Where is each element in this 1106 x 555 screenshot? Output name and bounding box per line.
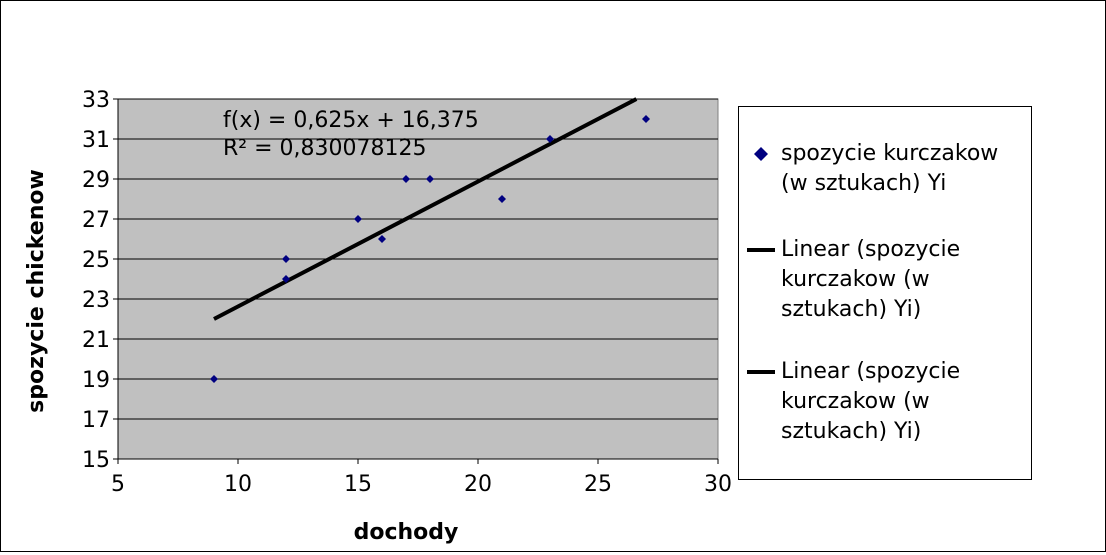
x-tick-label: 30	[704, 472, 732, 497]
line-marker-icon	[747, 248, 775, 252]
data-point	[282, 255, 290, 263]
legend-label: Linear (spozycie kurczakow (w sztukach) …	[781, 237, 961, 322]
y-tick-label: 21	[82, 328, 110, 353]
data-point	[210, 375, 218, 383]
x-tick-label: 20	[464, 472, 492, 497]
x-axis-label: dochody	[354, 520, 459, 545]
y-tick-label: 17	[82, 408, 110, 433]
legend-label: spozycie kurczakow (w sztukach) Yi	[781, 141, 999, 196]
data-point	[282, 275, 290, 283]
y-tick-label: 25	[82, 248, 110, 273]
x-axis-ticks: 5 10 15 20 25 30	[111, 459, 732, 497]
legend: spozycie kurczakow (w sztukach) Yi Linea…	[738, 106, 1032, 480]
y-tick-label: 15	[82, 448, 110, 473]
y-tick-label: 19	[82, 368, 110, 393]
legend-label: Linear (spozycie kurczakow (w sztukach) …	[781, 359, 961, 444]
y-axis-label: spozycie chickenow	[24, 169, 49, 413]
x-tick-label: 10	[224, 472, 252, 497]
data-point	[354, 215, 362, 223]
diamond-marker-icon	[754, 147, 768, 161]
plot-area	[117, 98, 719, 460]
data-point	[426, 175, 434, 183]
y-tick-label: 29	[82, 168, 110, 193]
y-tick-label: 27	[82, 208, 110, 233]
y-tick-label: 33	[82, 88, 110, 113]
data-point	[642, 115, 650, 123]
y-axis-ticks: 15 17 19 21 23 25 27 29 31 33	[82, 88, 118, 473]
trendline-group	[213, 97, 638, 321]
data-point	[402, 175, 410, 183]
trend-equation: f(x) = 0,625x + 16,375	[223, 108, 479, 133]
y-tick-label: 23	[82, 288, 110, 313]
data-points	[210, 115, 650, 383]
line-marker-icon	[747, 370, 775, 374]
axes	[117, 99, 718, 460]
data-point	[378, 235, 386, 243]
data-point	[546, 135, 554, 143]
trend-r-squared: R² = 0,830078125	[223, 136, 427, 161]
x-tick-label: 5	[111, 472, 125, 497]
x-tick-label: 15	[344, 472, 372, 497]
y-tick-label: 31	[82, 128, 110, 153]
data-point	[498, 195, 506, 203]
x-tick-label: 25	[584, 472, 612, 497]
trendline	[213, 97, 638, 321]
